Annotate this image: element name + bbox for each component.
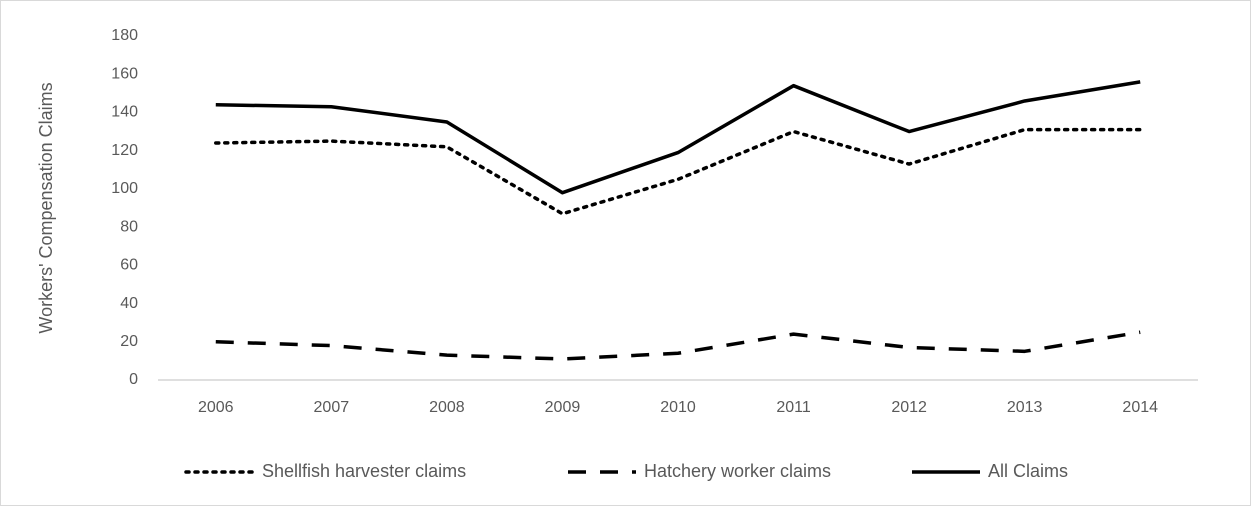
x-tick-label: 2011 <box>776 399 811 416</box>
legend-label: Shellfish harvester claims <box>262 461 466 481</box>
series-line <box>215 330 1141 361</box>
legend-label: Hatchery worker claims <box>644 461 831 481</box>
series-line <box>214 127 1142 216</box>
y-tick-label: 160 <box>111 65 138 82</box>
y-axis-label: Workers' Compensation Claims <box>36 82 56 333</box>
y-tick-label: 120 <box>111 142 138 159</box>
y-tick-label: 20 <box>120 333 138 350</box>
y-tick-label: 60 <box>120 257 138 274</box>
x-tick-label: 2008 <box>429 399 465 416</box>
x-tick-label: 2006 <box>198 399 234 416</box>
y-tick-label: 40 <box>120 295 138 312</box>
x-tick-label: 2012 <box>891 399 927 416</box>
series-line <box>215 80 1141 195</box>
x-tick-label: 2013 <box>1007 399 1043 416</box>
y-tick-label: 80 <box>120 218 138 235</box>
y-tick-label: 0 <box>129 371 138 388</box>
x-tick-label: 2007 <box>314 399 350 416</box>
x-tick-label: 2014 <box>1122 399 1158 416</box>
x-tick-label: 2009 <box>545 399 581 416</box>
y-tick-label: 180 <box>111 27 138 44</box>
y-tick-label: 100 <box>111 180 138 197</box>
y-tick-label: 140 <box>111 104 138 121</box>
legend-label: All Claims <box>988 461 1068 481</box>
x-tick-label: 2010 <box>660 399 696 416</box>
